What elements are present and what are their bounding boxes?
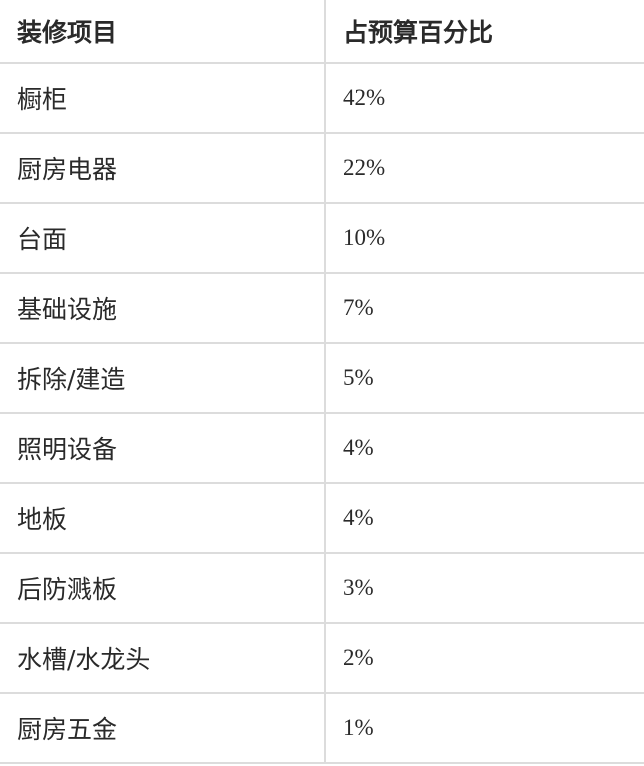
item-cell: 基础设施 [0, 273, 326, 344]
header-item: 装修项目 [0, 0, 326, 64]
item-cell: 照明设备 [0, 413, 326, 484]
table-row: 照明设备 4% [0, 413, 644, 484]
table-row: 水槽/水龙头 2% [0, 623, 644, 694]
table-row: 地板 4% [0, 483, 644, 554]
table-header-row: 装修项目 占预算百分比 [0, 0, 644, 64]
table-row: 后防溅板 3% [0, 553, 644, 624]
percent-cell: 42% [325, 63, 644, 134]
percent-cell: 5% [325, 343, 644, 414]
table-row: 基础设施 7% [0, 273, 644, 344]
item-cell: 橱柜 [0, 63, 326, 134]
percent-cell: 1% [325, 693, 644, 764]
percent-cell: 3% [325, 553, 644, 624]
item-cell: 厨房电器 [0, 133, 326, 204]
table-row: 橱柜 42% [0, 63, 644, 134]
table-row: 厨房电器 22% [0, 133, 644, 204]
percent-cell: 7% [325, 273, 644, 344]
item-cell: 后防溅板 [0, 553, 326, 624]
item-cell: 台面 [0, 203, 326, 274]
item-cell: 厨房五金 [0, 693, 326, 764]
item-cell: 地板 [0, 483, 326, 554]
table-row: 台面 10% [0, 203, 644, 274]
item-cell: 水槽/水龙头 [0, 623, 326, 694]
percent-cell: 4% [325, 483, 644, 554]
header-percent: 占预算百分比 [325, 0, 644, 64]
percent-cell: 22% [325, 133, 644, 204]
table-row: 拆除/建造 5% [0, 343, 644, 414]
table-row: 厨房五金 1% [0, 693, 644, 764]
percent-cell: 2% [325, 623, 644, 694]
item-cell: 拆除/建造 [0, 343, 326, 414]
percent-cell: 4% [325, 413, 644, 484]
percent-cell: 10% [325, 203, 644, 274]
